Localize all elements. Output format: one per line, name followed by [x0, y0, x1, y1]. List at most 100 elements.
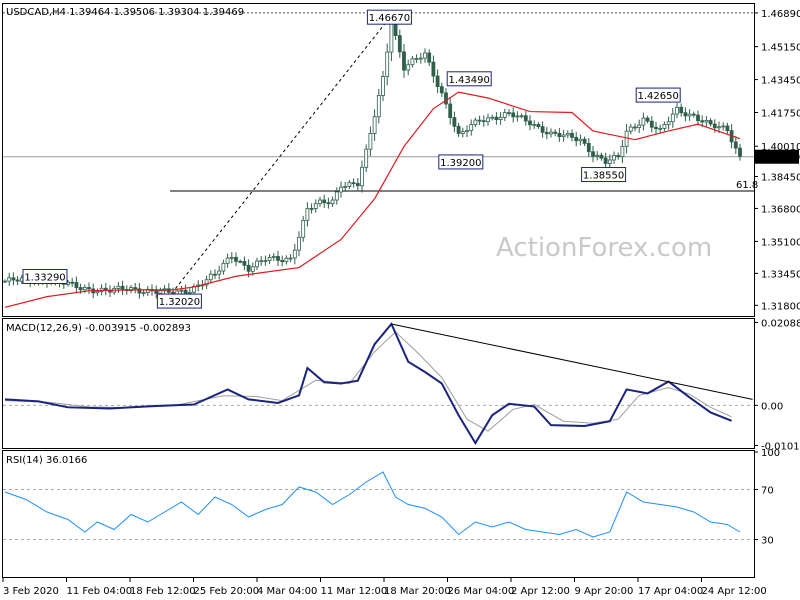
- candle-body: [376, 95, 381, 118]
- candle-body: [519, 115, 524, 118]
- candle-body: [435, 75, 440, 88]
- macd-tick-label: 0.00: [761, 401, 783, 412]
- current-price-label: 1.39469: [759, 153, 800, 164]
- candle-body: [208, 273, 213, 281]
- candle-body: [507, 112, 511, 114]
- candle-body: [498, 116, 503, 121]
- candle-body: [82, 287, 87, 291]
- candle-body: [465, 130, 469, 133]
- candle-body: [137, 288, 142, 294]
- annotation-label: 1.32020: [159, 297, 200, 308]
- candle-body: [255, 260, 259, 268]
- x-tick-label: 3 Feb 2020: [3, 586, 59, 597]
- candle-body: [452, 117, 457, 127]
- candle-body: [347, 182, 352, 187]
- price-tick-label: 1.33450: [761, 269, 800, 280]
- price-annotation: 1.32020: [156, 293, 202, 309]
- price-title: USDCAD,H4 1.39464 1.39506 1.39304 1.3946…: [6, 7, 244, 18]
- x-tick-label: 18 Mar 20:00: [384, 586, 451, 597]
- candle-body: [271, 256, 276, 258]
- candle-body: [431, 61, 436, 77]
- price-tick-label: 1.43450: [761, 76, 800, 87]
- candle-body: [683, 112, 688, 117]
- candle-body: [414, 58, 419, 60]
- candle-body: [733, 141, 738, 149]
- price-tick-label: 1.41750: [761, 109, 800, 120]
- candle-body: [372, 116, 377, 134]
- x-tick-label: 18 Feb 12:00: [130, 586, 196, 597]
- candle-body: [326, 202, 331, 205]
- price-panel: [2, 3, 755, 317]
- candle-body: [473, 119, 478, 126]
- candle-body: [389, 23, 394, 53]
- macd-title: MACD(12,26,9) -0.003915 -0.002893: [6, 323, 191, 334]
- candle-body: [70, 281, 75, 284]
- candle-body: [427, 52, 432, 63]
- candle-body: [603, 157, 608, 164]
- candle-body: [297, 236, 301, 251]
- candle-body: [225, 257, 230, 264]
- x-tick-label: 17 Apr 04:00: [638, 586, 703, 597]
- candle-body: [288, 257, 293, 260]
- candle-body: [738, 147, 742, 157]
- x-tick-label: 24 Apr 12:00: [702, 586, 767, 597]
- candle-body: [280, 260, 285, 263]
- candle-body: [267, 257, 272, 261]
- annotation-label: 1.42650: [638, 91, 679, 102]
- candle-body: [670, 113, 675, 123]
- candle-body: [675, 106, 679, 115]
- candle-body: [410, 58, 415, 66]
- candle-body: [423, 52, 427, 59]
- candle-body: [532, 123, 537, 126]
- price-tick-label: 1.45150: [761, 43, 800, 54]
- macd-trendline: [391, 323, 753, 400]
- candle-body: [456, 125, 461, 134]
- candle-body: [351, 182, 356, 185]
- candle-body: [246, 264, 251, 272]
- candle-body: [633, 126, 637, 129]
- candle-body: [469, 124, 474, 131]
- candle-body: [645, 117, 650, 122]
- x-tick-label: 4 Mar 04:00: [257, 586, 317, 597]
- rsi-title: RSI(14) 36.0166: [6, 455, 87, 466]
- candle-body: [318, 199, 322, 205]
- candle-body: [700, 120, 705, 123]
- macd-tick-label: -0.010121: [761, 441, 800, 452]
- candle-body: [15, 279, 20, 282]
- candle-body: [368, 133, 373, 150]
- price-annotation: 1.42650: [635, 87, 681, 103]
- price-annotation: 1.43490: [446, 71, 492, 87]
- candle-body: [712, 123, 717, 129]
- candle-body: [7, 277, 12, 282]
- candle-body: [334, 191, 339, 201]
- x-tick-label: 11 Feb 04:00: [67, 586, 133, 597]
- candle-body: [448, 103, 453, 119]
- candle-body: [511, 112, 516, 118]
- candle-body: [322, 199, 327, 204]
- candle-body: [582, 138, 587, 144]
- candle-body: [87, 287, 91, 290]
- moving-average-line: [4, 91, 741, 308]
- candle-body: [494, 116, 499, 121]
- candle-body: [486, 117, 490, 122]
- candle-body: [381, 76, 385, 96]
- price-tick-label: 1.46890: [761, 9, 800, 20]
- price-tick-label: 1.35100: [761, 237, 800, 248]
- candle-body: [402, 51, 406, 71]
- candle-body: [578, 138, 583, 142]
- candle-body: [393, 23, 398, 36]
- candle-body: [95, 291, 100, 294]
- candle-body: [540, 126, 545, 133]
- candle-body: [78, 287, 83, 291]
- candle-body: [666, 121, 671, 125]
- annotations-group: 1.46670 1.43490 1.39200 1.38550 1.42650 1.332…: [22, 9, 681, 309]
- candle-body: [523, 115, 528, 122]
- candle-body: [586, 142, 591, 153]
- candle-body: [339, 186, 343, 193]
- candle-body: [217, 270, 222, 275]
- x-tick-label: 25 Feb 20:00: [194, 586, 260, 597]
- y-axes-group: 1.46890 1.45150 1.43450 1.41750 1.40010 1.384…: [754, 9, 800, 547]
- candle-body: [301, 219, 306, 238]
- candle-body: [259, 260, 264, 263]
